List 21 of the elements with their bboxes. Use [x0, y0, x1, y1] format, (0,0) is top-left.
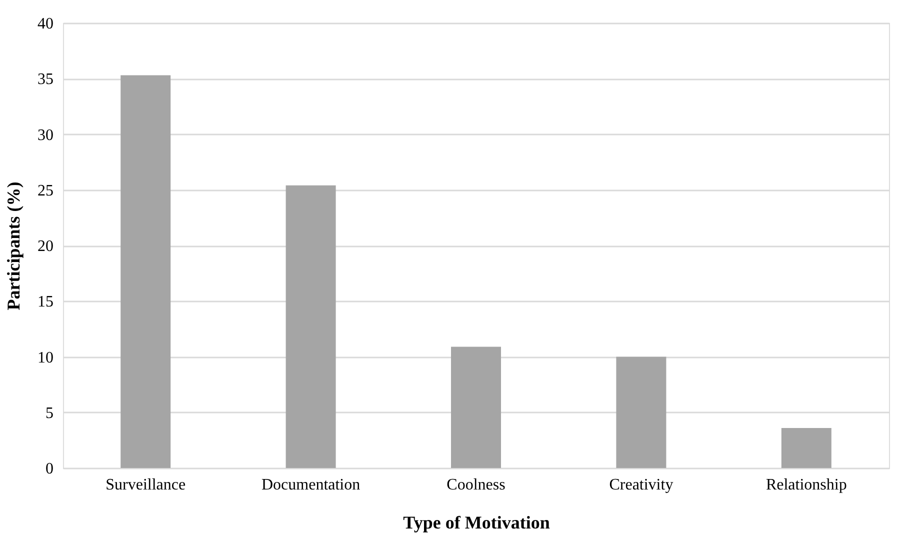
y-tick-label: 35	[38, 71, 54, 88]
bar	[451, 346, 501, 468]
y-tick-label: 30	[38, 126, 54, 144]
y-tick-label: 5	[46, 404, 54, 422]
x-tick-label: Surveillance	[106, 476, 186, 494]
y-tick-label: 15	[38, 294, 54, 311]
y-axis-title: Participants (%)	[4, 182, 24, 310]
bar	[781, 428, 832, 468]
y-tick-label: 40	[38, 16, 54, 32]
y-tick-label: 25	[38, 182, 54, 200]
bar	[286, 185, 336, 468]
bar	[616, 356, 666, 468]
y-tick-label: 20	[38, 238, 54, 255]
bar	[120, 75, 171, 468]
x-tick-label: Coolness	[446, 476, 506, 494]
y-tick-label: 10	[38, 349, 54, 366]
y-tick-label: 0	[46, 460, 54, 478]
x-axis-title: Type of Motivation	[403, 512, 550, 532]
x-tick-label: Creativity	[609, 476, 674, 494]
x-tick-label: Relationship	[766, 476, 847, 494]
x-tick-label: Documentation	[261, 476, 360, 494]
